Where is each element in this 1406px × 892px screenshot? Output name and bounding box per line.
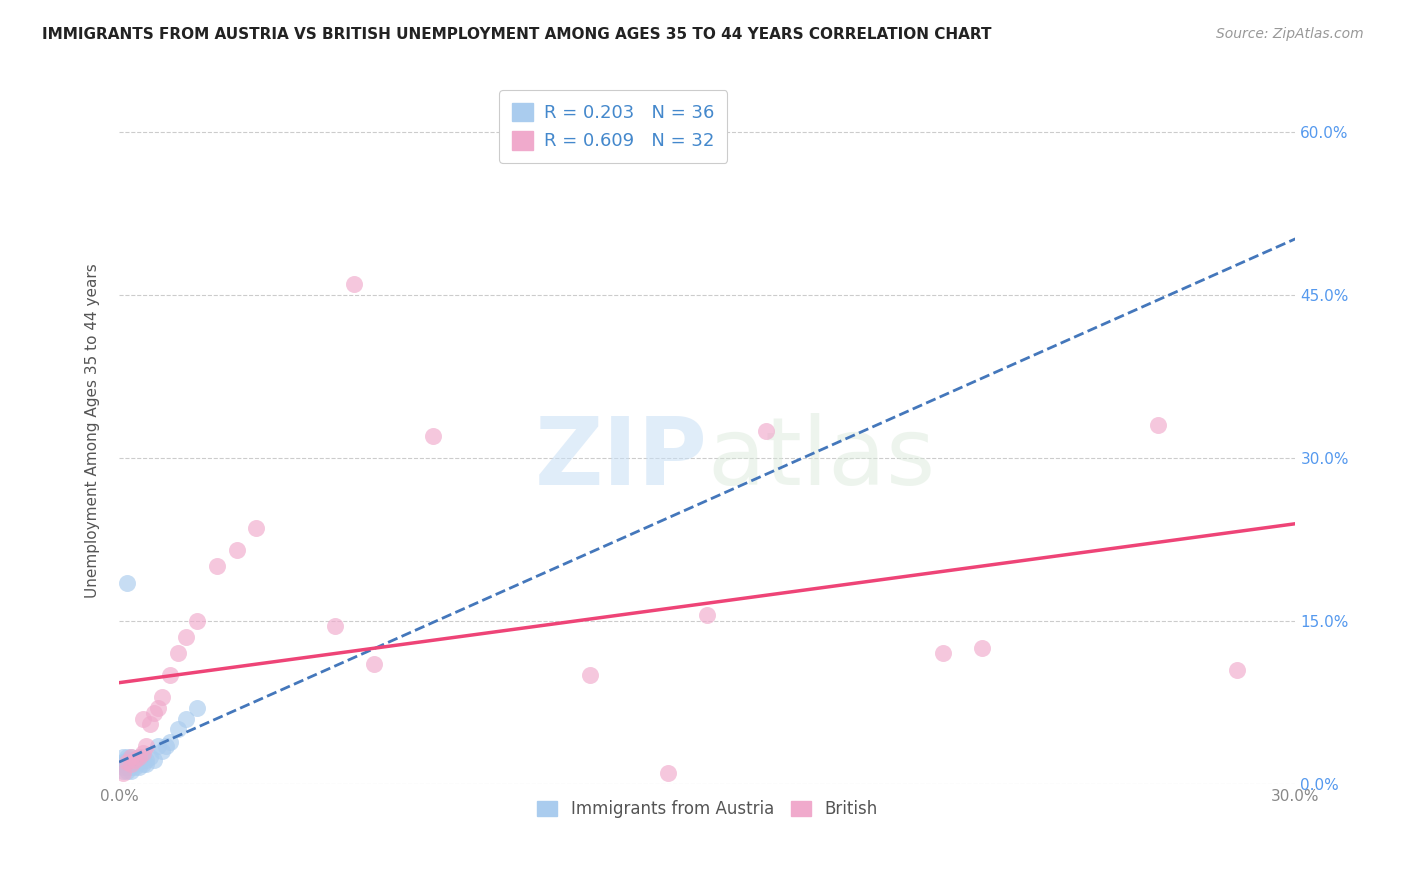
Point: [131, 749, 153, 764]
Point: [115, 749, 138, 764]
Point: [120, 749, 142, 764]
Point: [143, 753, 166, 767]
Point: [120, 749, 142, 764]
Point: [159, 735, 181, 749]
Point: [143, 706, 166, 720]
Text: atlas: atlas: [707, 413, 935, 505]
Point: [120, 757, 142, 772]
Point: [970, 640, 993, 655]
Point: [124, 753, 146, 767]
Point: [696, 608, 718, 623]
Point: [174, 712, 197, 726]
Point: [115, 764, 138, 778]
Point: [111, 765, 134, 780]
Point: [135, 753, 157, 767]
Point: [1147, 418, 1170, 433]
Point: [167, 723, 190, 737]
Text: Source: ZipAtlas.com: Source: ZipAtlas.com: [1216, 27, 1364, 41]
Point: [128, 749, 150, 764]
Point: [124, 753, 146, 767]
Point: [148, 739, 170, 753]
Point: [186, 700, 208, 714]
Point: [111, 760, 134, 774]
Point: [111, 749, 134, 764]
Point: [128, 749, 150, 764]
Point: [755, 424, 778, 438]
Legend: Immigrants from Austria, British: Immigrants from Austria, British: [530, 794, 884, 825]
Point: [578, 668, 600, 682]
Point: [139, 749, 162, 764]
Point: [931, 646, 953, 660]
Point: [174, 630, 197, 644]
Text: IMMIGRANTS FROM AUSTRIA VS BRITISH UNEMPLOYMENT AMONG AGES 35 TO 44 YEARS CORREL: IMMIGRANTS FROM AUSTRIA VS BRITISH UNEMP…: [42, 27, 991, 42]
Point: [150, 690, 173, 704]
Point: [225, 543, 247, 558]
Point: [120, 757, 142, 772]
Point: [131, 747, 153, 761]
Point: [131, 757, 153, 772]
Point: [155, 739, 177, 753]
Point: [159, 668, 181, 682]
Point: [120, 753, 142, 767]
Y-axis label: Unemployment Among Ages 35 to 44 years: Unemployment Among Ages 35 to 44 years: [86, 263, 100, 598]
Point: [120, 760, 142, 774]
Point: [186, 614, 208, 628]
Point: [124, 757, 146, 772]
Point: [135, 757, 157, 772]
Point: [128, 755, 150, 769]
Point: [150, 744, 173, 758]
Point: [115, 755, 138, 769]
Point: [111, 764, 134, 778]
Point: [148, 700, 170, 714]
Point: [115, 757, 138, 772]
Point: [120, 764, 142, 778]
Point: [115, 575, 138, 590]
Point: [323, 619, 346, 633]
Point: [657, 765, 679, 780]
Point: [111, 755, 134, 769]
Point: [343, 277, 366, 291]
Point: [124, 760, 146, 774]
Point: [115, 753, 138, 767]
Point: [139, 717, 162, 731]
Point: [128, 760, 150, 774]
Point: [363, 657, 385, 672]
Point: [1226, 663, 1249, 677]
Point: [167, 646, 190, 660]
Point: [135, 739, 157, 753]
Point: [205, 559, 228, 574]
Point: [131, 712, 153, 726]
Point: [245, 521, 267, 535]
Text: ZIP: ZIP: [534, 413, 707, 505]
Point: [115, 760, 138, 774]
Point: [115, 755, 138, 769]
Point: [111, 757, 134, 772]
Point: [422, 429, 444, 443]
